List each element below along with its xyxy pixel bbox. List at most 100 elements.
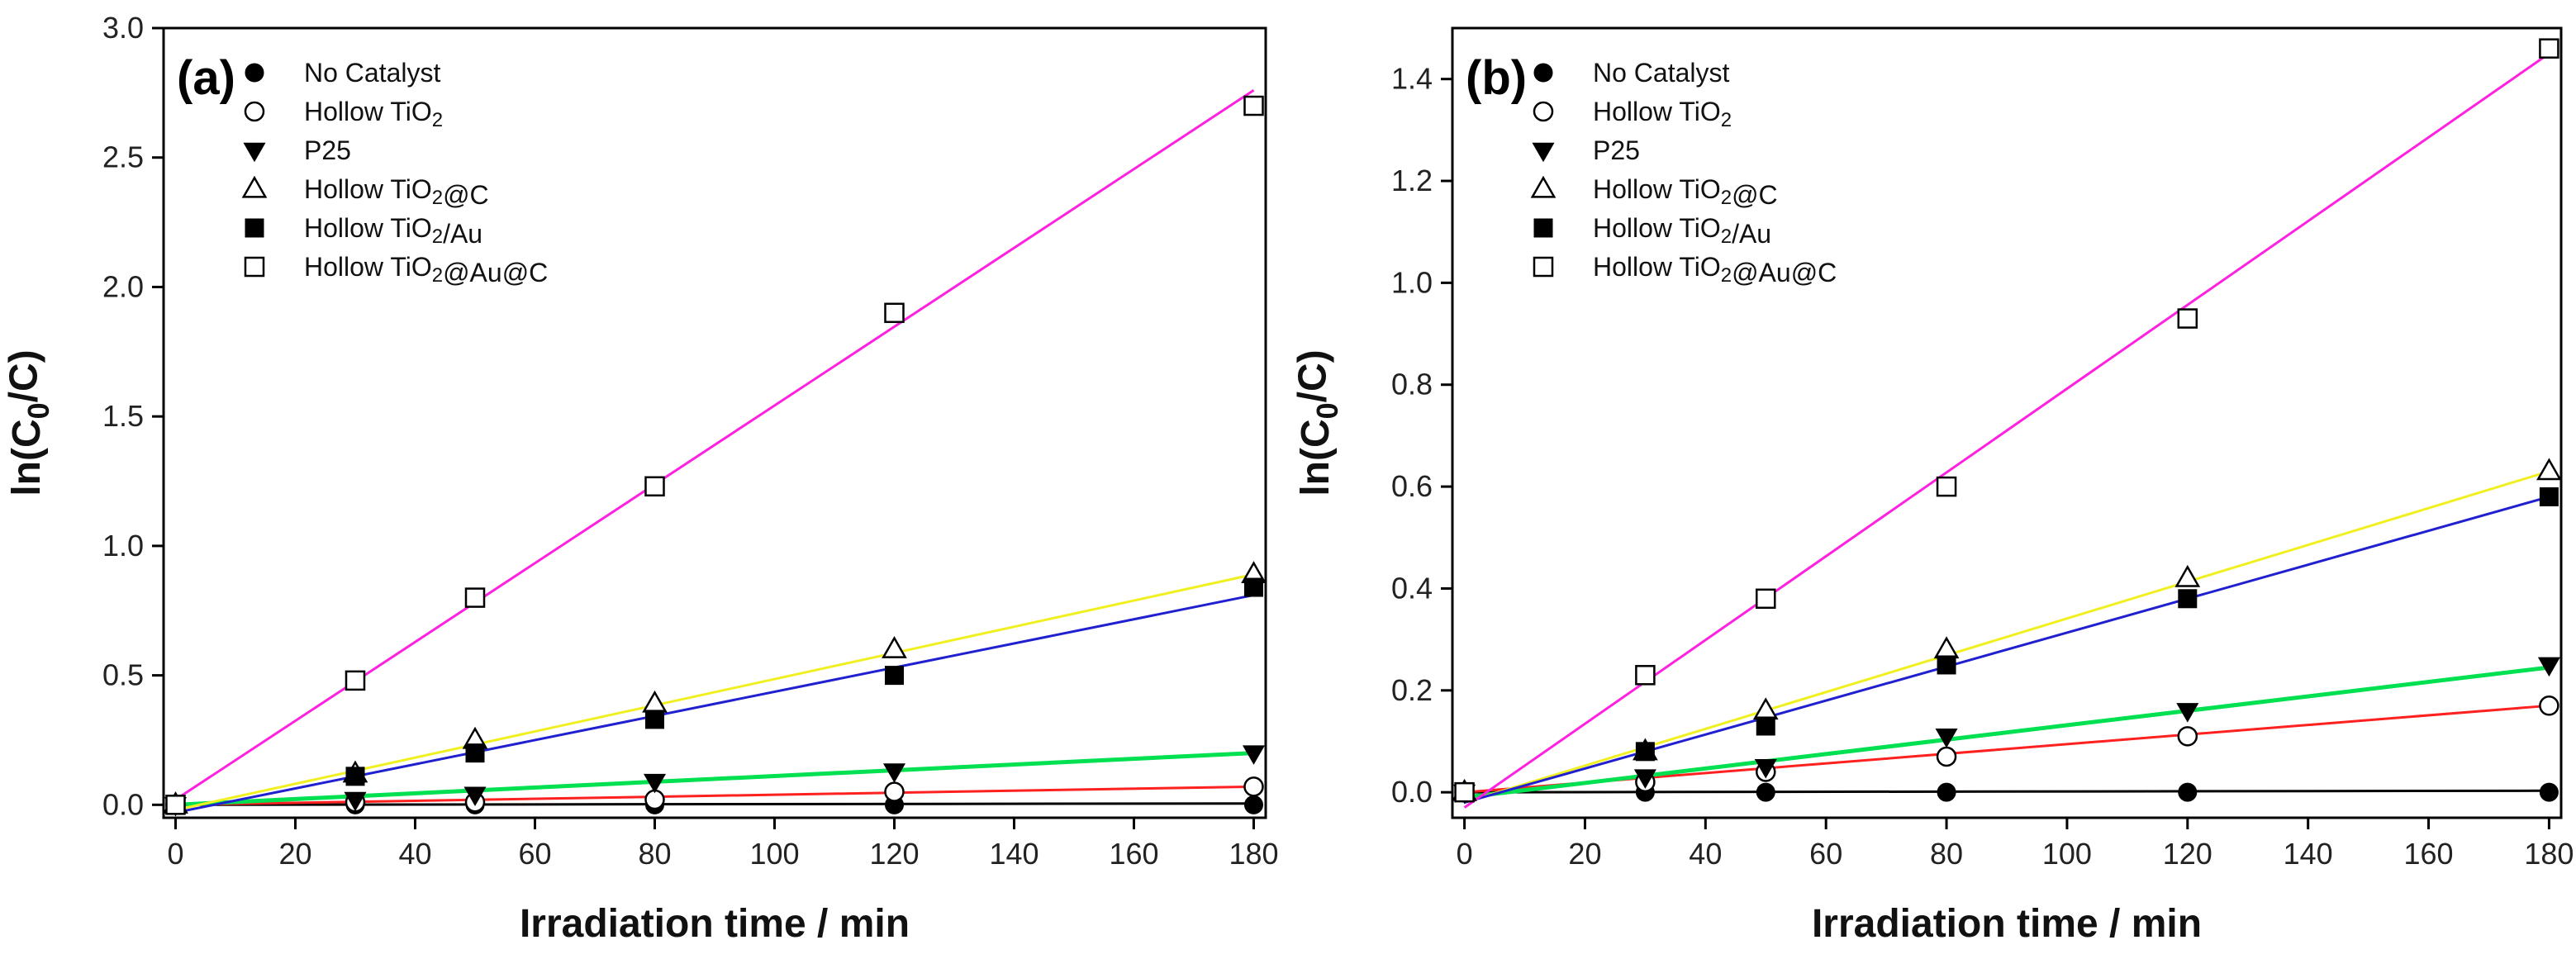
data-point-hollow-tio2 <box>1243 776 1264 797</box>
legend-marker <box>245 63 264 83</box>
fit-line-hollow-tio2-au <box>1464 495 2550 804</box>
data-point-p25 <box>1935 729 1958 748</box>
data-point-hollow-tio2-c <box>2174 564 2201 587</box>
x-tick-label: 140 <box>989 837 1038 871</box>
y-tick-label: 0.2 <box>1391 673 1433 707</box>
x-tick-label: 160 <box>1109 837 1158 871</box>
x-tick-label: 20 <box>1568 837 1601 871</box>
fit-line-p25 <box>1464 665 2550 800</box>
data-point-hollow-tio2-au-c <box>884 302 905 324</box>
data-point-hollow-tio2-c <box>882 635 907 658</box>
fit-line-no-catalyst <box>1464 789 2550 794</box>
legend-label: Hollow TiO2@C <box>304 174 489 210</box>
data-point-no-catalyst <box>1244 795 1263 814</box>
data-point-hollow-tio2-au <box>1756 716 1775 736</box>
data-point-hollow-tio2-c <box>2536 458 2562 481</box>
data-point-p25 <box>882 763 906 783</box>
data-point-hollow-tio2 <box>644 789 665 810</box>
data-point-hollow-tio2-au <box>1635 742 1655 762</box>
data-point-hollow-tio2-au <box>1937 655 1956 675</box>
data-point-hollow-tio2-au-c <box>2539 38 2559 59</box>
legend-marker <box>243 142 266 163</box>
data-point-p25 <box>463 786 487 806</box>
y-tick-label: 0.6 <box>1391 469 1433 503</box>
legend-marker <box>1532 142 1555 163</box>
x-axis-title: Irradiation time / min <box>520 902 910 946</box>
legend-label: Hollow TiO2@Au@C <box>304 252 548 287</box>
y-tick-label: 0.5 <box>102 658 144 692</box>
x-tick-label: 180 <box>2524 837 2574 871</box>
data-point-hollow-tio2 <box>1936 746 1957 767</box>
data-point-no-catalyst <box>2178 782 2198 802</box>
legend-marker <box>1533 101 1554 122</box>
legend-label: P25 <box>1593 135 1640 165</box>
x-tick-label: 80 <box>638 837 671 871</box>
data-point-hollow-tio2-au <box>2539 487 2559 506</box>
data-point-hollow-tio2-au <box>1244 577 1263 597</box>
x-tick-label: 80 <box>1930 837 1963 871</box>
x-tick-label: 180 <box>1229 837 1278 871</box>
x-axis-title: Irradiation time / min <box>1812 902 2202 946</box>
data-point-hollow-tio2-au <box>345 767 365 786</box>
data-point-no-catalyst <box>2539 782 2559 802</box>
fit-line-no-catalyst <box>175 802 1254 806</box>
legend-label: Hollow TiO2@C <box>1593 174 1778 210</box>
panel-label: (b) <box>1466 51 1527 105</box>
data-point-p25 <box>1633 769 1656 789</box>
x-tick-label: 60 <box>518 837 551 871</box>
legend-marker <box>244 256 265 278</box>
x-tick-label: 40 <box>398 837 431 871</box>
y-axis-title: ln(C0/C) <box>2 349 55 496</box>
data-point-hollow-tio2-au <box>645 710 664 729</box>
data-point-hollow-tio2-c <box>1933 636 1960 659</box>
legend-marker <box>1530 175 1557 198</box>
y-tick-label: 3.0 <box>102 11 144 45</box>
data-point-p25 <box>1754 759 1777 779</box>
data-point-no-catalyst <box>1756 782 1775 802</box>
plot-frame <box>162 26 1267 819</box>
chart-panel-b: 0 20 40 60 80 100 120 140 160 180 0.0 0.2 0.4 0.6 0.8 1… <box>1290 26 2574 946</box>
y-tick-label: 2.0 <box>102 269 144 303</box>
plot-frame <box>1451 26 2563 819</box>
y-tick-label: 1.4 <box>1391 62 1433 96</box>
x-tick-label: 100 <box>749 837 799 871</box>
legend-label: No Catalyst <box>1593 58 1730 88</box>
legend-marker <box>1533 63 1553 83</box>
legend-marker <box>244 101 265 122</box>
legend-marker <box>1533 256 1554 278</box>
data-point-hollow-tio2-c <box>642 690 668 713</box>
legend-label: Hollow TiO2 <box>1593 97 1732 131</box>
data-point-hollow-tio2-au-c <box>345 670 366 691</box>
data-point-hollow-tio2-au-c <box>1454 781 1475 803</box>
data-point-hollow-tio2-au-c <box>1635 665 1656 686</box>
data-point-hollow-tio2-au-c <box>464 587 486 608</box>
legend-label: P25 <box>304 135 351 165</box>
x-tick-label: 100 <box>2042 837 2092 871</box>
legend-label: No Catalyst <box>304 58 441 88</box>
data-point-hollow-tio2 <box>884 781 905 802</box>
y-tick-label: 1.2 <box>1391 164 1433 197</box>
y-tick-label: 1.0 <box>1391 265 1433 299</box>
panel-label: (a) <box>177 51 235 105</box>
y-tick-label: 0.0 <box>1391 775 1433 809</box>
fit-line-hollow-tio2-c <box>1464 470 2550 804</box>
data-point-p25 <box>1242 745 1266 765</box>
y-tick-label: 1.5 <box>102 399 144 433</box>
x-tick-label: 40 <box>1689 837 1722 871</box>
x-tick-label: 20 <box>278 837 311 871</box>
fit-line-hollow-tio2-au-c <box>1463 52 2550 809</box>
legend-marker <box>1533 218 1553 238</box>
data-point-hollow-tio2-au-c <box>2177 308 2198 329</box>
data-point-hollow-tio2-au-c <box>1243 95 1264 116</box>
data-point-hollow-tio2-au <box>2178 589 2198 609</box>
x-tick-label: 0 <box>167 837 183 871</box>
data-point-p25 <box>344 791 367 812</box>
data-point-hollow-tio2 <box>2177 726 2198 747</box>
y-tick-label: 1.0 <box>102 529 144 563</box>
y-tick-label: 0.8 <box>1391 368 1433 401</box>
chart-panel-a: 0 20 40 60 80 100 120 140 160 180 0.0 0.5 1.0 1.5 2.0 2… <box>2 11 1278 946</box>
y-tick-label: 0.4 <box>1391 571 1433 605</box>
data-point-p25 <box>2176 703 2199 723</box>
x-tick-label: 120 <box>2163 837 2212 871</box>
data-point-no-catalyst <box>1937 782 1956 802</box>
